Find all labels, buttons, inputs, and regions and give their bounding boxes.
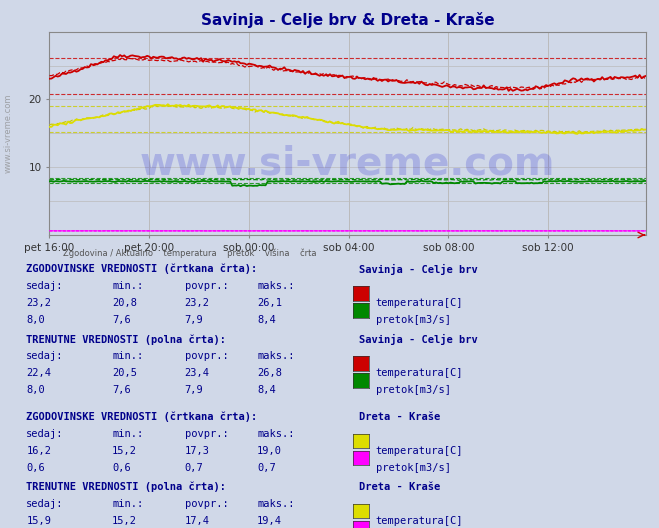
Text: 7,6: 7,6 [112,385,130,395]
Text: 0,6: 0,6 [26,463,45,473]
Text: maks.:: maks.: [257,281,295,291]
Text: temperatura[C]: temperatura[C] [376,298,463,308]
Text: min.:: min.: [112,498,143,508]
Text: 7,9: 7,9 [185,315,203,325]
Text: 0,7: 0,7 [257,463,275,473]
Text: Savinja - Celje brv: Savinja - Celje brv [359,264,478,275]
Text: 19,4: 19,4 [257,516,282,526]
Text: TRENUTNE VREDNOSTI (polna črta):: TRENUTNE VREDNOSTI (polna črta): [26,482,226,492]
Text: temperatura[C]: temperatura[C] [376,516,463,526]
Text: 26,1: 26,1 [257,298,282,308]
Text: povpr.:: povpr.: [185,281,228,291]
Text: min.:: min.: [112,281,143,291]
Text: maks.:: maks.: [257,429,295,439]
Text: povpr.:: povpr.: [185,351,228,361]
Text: pretok[m3/s]: pretok[m3/s] [376,385,451,395]
Title: Savinja - Celje brv & Dreta - Kraše: Savinja - Celje brv & Dreta - Kraše [201,12,494,28]
Text: Dreta - Kraše: Dreta - Kraše [359,482,440,492]
Text: 8,4: 8,4 [257,315,275,325]
Text: Zgodovina / Aktualno    temperatura    pretok    višina    črta: Zgodovina / Aktualno temperatura pretok … [63,249,316,258]
Text: min.:: min.: [112,351,143,361]
Text: min.:: min.: [112,429,143,439]
Text: 8,4: 8,4 [257,385,275,395]
Text: maks.:: maks.: [257,351,295,361]
Text: sedaj:: sedaj: [26,429,64,439]
Text: 7,6: 7,6 [112,315,130,325]
Text: 22,4: 22,4 [26,368,51,378]
Text: 26,8: 26,8 [257,368,282,378]
Text: 23,4: 23,4 [185,368,210,378]
Text: povpr.:: povpr.: [185,429,228,439]
Text: 17,3: 17,3 [185,446,210,456]
Text: ZGODOVINSKE VREDNOSTI (črtkana črta):: ZGODOVINSKE VREDNOSTI (črtkana črta): [26,264,258,275]
Text: Dreta - Kraše: Dreta - Kraše [359,412,440,422]
Text: povpr.:: povpr.: [185,498,228,508]
Text: 20,5: 20,5 [112,368,137,378]
Text: sedaj:: sedaj: [26,498,64,508]
Text: 23,2: 23,2 [185,298,210,308]
Text: 8,0: 8,0 [26,385,45,395]
Text: 15,2: 15,2 [112,446,137,456]
Text: pretok[m3/s]: pretok[m3/s] [376,463,451,473]
Text: 8,0: 8,0 [26,315,45,325]
Text: pretok[m3/s]: pretok[m3/s] [376,315,451,325]
Text: 15,2: 15,2 [112,516,137,526]
Text: ZGODOVINSKE VREDNOSTI (črtkana črta):: ZGODOVINSKE VREDNOSTI (črtkana črta): [26,412,258,422]
Text: 0,7: 0,7 [185,463,203,473]
Text: 0,6: 0,6 [112,463,130,473]
Text: temperatura[C]: temperatura[C] [376,368,463,378]
Text: sedaj:: sedaj: [26,281,64,291]
Text: maks.:: maks.: [257,498,295,508]
Text: sedaj:: sedaj: [26,351,64,361]
Text: temperatura[C]: temperatura[C] [376,446,463,456]
Text: 16,2: 16,2 [26,446,51,456]
Text: Savinja - Celje brv: Savinja - Celje brv [359,334,478,345]
Text: www.si-vreme.com: www.si-vreme.com [140,145,556,183]
Text: 7,9: 7,9 [185,385,203,395]
Text: 15,9: 15,9 [26,516,51,526]
Text: 20,8: 20,8 [112,298,137,308]
Text: www.si-vreme.com: www.si-vreme.com [3,93,13,173]
Text: 17,4: 17,4 [185,516,210,526]
Text: 19,0: 19,0 [257,446,282,456]
Text: TRENUTNE VREDNOSTI (polna črta):: TRENUTNE VREDNOSTI (polna črta): [26,334,226,344]
Text: 23,2: 23,2 [26,298,51,308]
